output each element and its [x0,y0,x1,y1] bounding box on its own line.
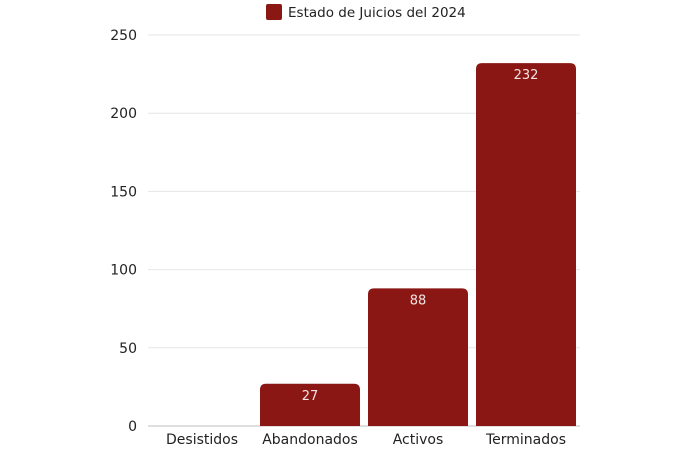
data-label-activos: 88 [410,293,427,308]
y-tick-label: 0 [128,419,137,435]
legend: Estado de Juicios del 2024 [266,4,466,21]
bar-activos [368,288,468,426]
data-label-terminados: 232 [514,68,539,83]
bars-layer [260,63,576,426]
y-tick-label: 250 [110,28,137,44]
x-tick-label-terminados: Terminados [485,432,566,448]
y-tick-label: 150 [110,184,137,200]
y-tick-label: 200 [110,106,137,122]
y-tick-label: 100 [110,263,137,279]
legend-swatch [266,4,282,20]
data-label-abandonados: 27 [302,389,319,404]
y-tick-label: 50 [119,341,137,357]
x-tick-label-activos: Activos [393,432,444,448]
x-tick-label-abandonados: Abandonados [262,432,358,448]
legend-label: Estado de Juicios del 2024 [288,5,466,21]
labels-layer: 0 50 100 150 200 250 Desistidos 27 Abandonados 88… [110,28,566,448]
bar-abandonados [260,383,360,426]
bar-terminados [476,63,576,426]
x-tick-label-desistidos: Desistidos [166,432,238,448]
